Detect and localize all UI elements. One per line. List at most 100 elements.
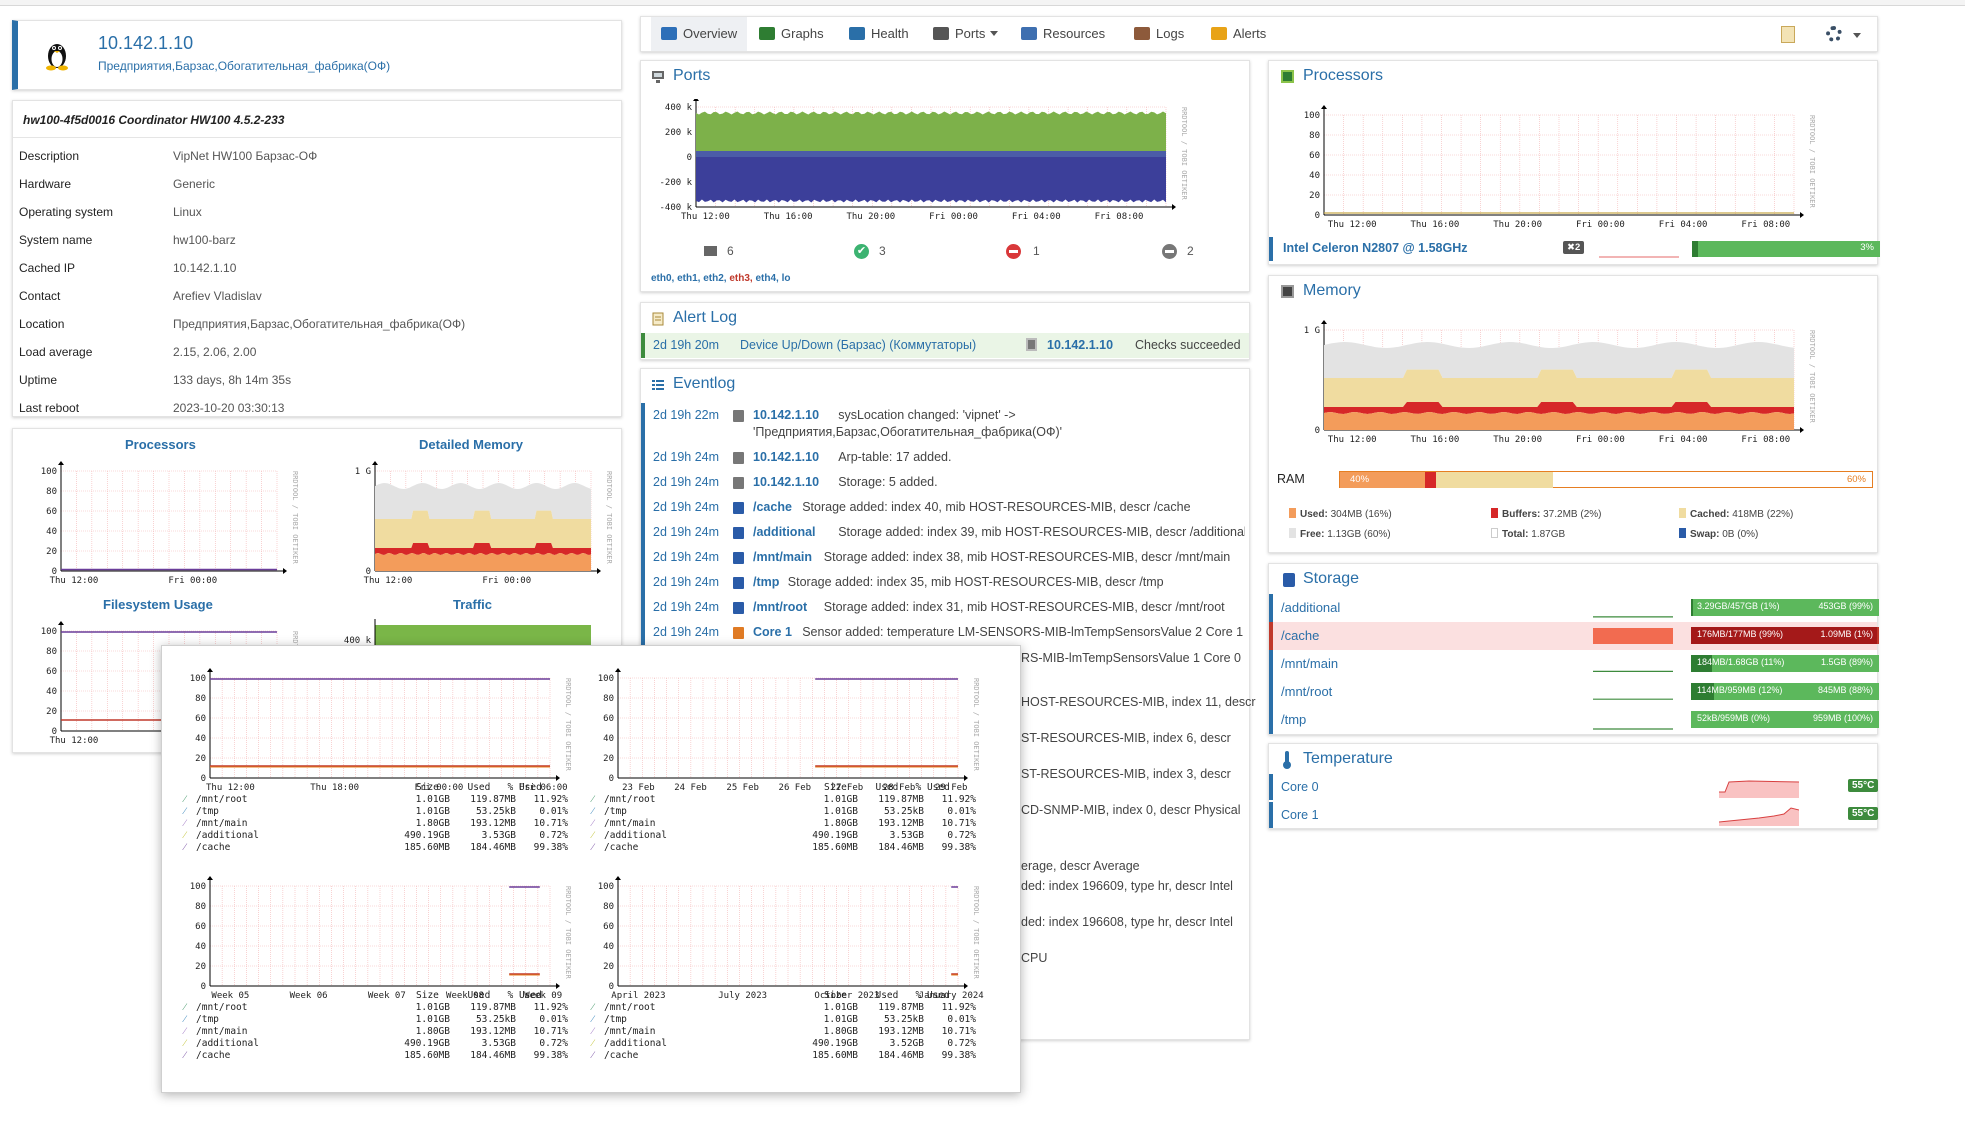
storage-name[interactable]: /cache (1281, 628, 1320, 643)
alert-log-row[interactable]: 2d 19h 20m Device Up/Down (Барзас) (Комм… (641, 333, 1249, 358)
event-entity[interactable]: 10.142.1.10 (753, 475, 820, 489)
port-link-eth0[interactable]: eth0, (651, 273, 678, 284)
storage-row[interactable]: /mnt/root 114MB/959MB (12%) 845MB (88%) (1269, 678, 1879, 706)
processors-graph-grid: 100 80 60 40 20 0 Thu 12:00 Thu 16:00 Thu 20:00 F… (1304, 105, 1816, 230)
storage-usage-fill (1691, 683, 1714, 700)
mini-processors-title[interactable]: Processors (125, 437, 196, 452)
temperature-title[interactable]: Temperature (1303, 750, 1393, 767)
cpu-row[interactable]: Intel Celeron N2807 @ 1.58GHz ✖2 3% (1269, 237, 1880, 261)
fs-pct: 0.72% (947, 1038, 976, 1049)
storage-row[interactable]: /additional 3.29GB/457GB (1%) 453GB (99%) (1269, 594, 1879, 622)
x-tick: 27 Feb (831, 783, 864, 793)
notes-icon[interactable] (1781, 26, 1795, 43)
memory-graph[interactable]: 1 G 0 Thu 12:00 Thu 16:00 Thu 20:00 Fri 00:00… (1269, 306, 1877, 446)
storage-row[interactable]: /tmp 52kB/959MB (0%) 959MB (100%) (1269, 706, 1879, 734)
storage-name[interactable]: /tmp (1281, 712, 1307, 727)
storage-row[interactable]: /mnt/main 184MB/1.68GB (11%) 1.5GB (89%) (1269, 650, 1879, 678)
device-location[interactable]: Предприятия,Барзас,Обогатительная_фабрик… (98, 59, 391, 73)
y-tick: 80 (1309, 131, 1320, 141)
eventlog-row[interactable]: 2d 19h 22m 10.142.1.10 sysLocation changed… (653, 407, 1245, 425)
tab-ports[interactable]: Ports (933, 17, 999, 51)
rrd-watermark: RRDTOOL / TOBI OETIKER (564, 678, 572, 772)
event-entity[interactable]: /cache (753, 500, 792, 514)
storage-row[interactable]: /cache 176MB/177MB (99%) 1.09MB (1%) (1269, 622, 1879, 650)
processors-graph[interactable]: 100 80 60 40 20 0 Thu 12:00 Thu 16:00 Thu 20:00 F… (1269, 91, 1877, 231)
event-entity[interactable]: /tmp (753, 575, 780, 589)
eventlog-title[interactable]: Eventlog (673, 375, 736, 392)
rrd-watermark: RRDTOOL / TOBI OETIKER (291, 471, 299, 565)
tab-logs[interactable]: Logs (1134, 17, 1184, 51)
eventlog-row[interactable]: 2d 19h 24m 10.142.1.10 Storage: 5 added. (653, 474, 1245, 492)
ram-usage-bar[interactable]: 40% 60% (1339, 471, 1873, 488)
event-entity[interactable]: /additional (753, 525, 816, 539)
popup-graph-2: 100 80 60 40 20 0 23 Feb 24 Feb 25 Feb 26 Feb 27 F… (598, 668, 980, 793)
ports-disabled-count[interactable]: 2 (1187, 244, 1194, 258)
sensor-name[interactable]: Core 1 (1281, 808, 1319, 822)
port-link-lo[interactable]: lo (781, 273, 791, 284)
event-entity[interactable]: Core 1 (753, 625, 792, 639)
ports-down-count[interactable]: 1 (1033, 244, 1040, 258)
y-tick: 200 k (665, 128, 693, 138)
eventlog-row[interactable]: 2d 19h 24m 10.142.1.10 Arp-table: 17 added… (653, 449, 1245, 467)
temperature-row[interactable]: Core 1 55°C (1269, 802, 1879, 828)
popup-table-row: ⁄ /mnt/main 1.80GB 193.12MB 10.71% (592, 818, 987, 830)
eventlog-row[interactable]: 'Предприятия,Барзас,Обогатительная_фабри… (653, 424, 1245, 442)
fs-pct: 99.38% (941, 1050, 976, 1061)
tab-alerts[interactable]: Alerts (1211, 17, 1266, 51)
eventlog-row[interactable]: 2d 19h 24m/mnt/root Storage added: index … (653, 599, 1245, 617)
eventlog-row[interactable]: 2d 19h 24m/mnt/main Storage added: index … (653, 549, 1245, 567)
x-tick: Thu 16:00 (1411, 220, 1460, 230)
fs-used: 53.25kB (475, 806, 516, 817)
sensor-name[interactable]: Core 0 (1281, 780, 1319, 794)
eventlog-row[interactable]: 2d 19h 24m/cache Storage added: index 40,… (653, 499, 1245, 517)
cpu-name[interactable]: Intel Celeron N2807 @ 1.58GHz (1283, 241, 1468, 255)
settings-gear-icon[interactable] (1826, 26, 1842, 42)
fs-used: 119.87MB (878, 1002, 924, 1013)
mini-filesystem-title[interactable]: Filesystem Usage (103, 597, 213, 612)
alert-name[interactable]: Device Up/Down (Барзас) (Коммутаторы) (740, 338, 977, 352)
storage-name[interactable]: /additional (1281, 600, 1341, 615)
y-tick: 100 (598, 674, 614, 684)
y-tick: 0 (52, 727, 57, 737)
fs-pct: 0.72% (947, 830, 976, 841)
port-link-eth3[interactable]: eth3, (729, 273, 756, 284)
tab-overview[interactable]: Overview (651, 17, 748, 51)
tab-health[interactable]: Health (849, 17, 909, 51)
port-link-eth1[interactable]: eth1, (677, 273, 704, 284)
memory-panel: Memory 1 G 0 Thu 12:00 Thu 16:00 Thu 20:00 Fr… (1268, 275, 1878, 553)
tab-resources[interactable]: Resources (1021, 17, 1105, 51)
ports-up-count[interactable]: 3 (879, 244, 886, 258)
fs-pct: 11.92% (941, 1002, 976, 1013)
port-link-eth4[interactable]: eth4, (755, 273, 782, 284)
tab-graphs[interactable]: Graphs (759, 17, 824, 51)
alert-age: 2d 19h 20m (653, 338, 720, 352)
ports-total-count[interactable]: 6 (727, 244, 734, 258)
port-link-eth2[interactable]: eth2, (703, 273, 730, 284)
memory-title[interactable]: Memory (1303, 282, 1361, 299)
temperature-row[interactable]: Core 0 55°C (1269, 774, 1879, 800)
eventlog-row[interactable]: 2d 19h 24m Core 1 Sensor added: temperatur… (653, 624, 1245, 642)
storage-title[interactable]: Storage (1303, 570, 1360, 587)
processors-title[interactable]: Processors (1303, 67, 1384, 84)
alert-log-title[interactable]: Alert Log (673, 309, 738, 326)
chevron-down-icon[interactable] (1853, 33, 1861, 38)
ports-title[interactable]: Ports (673, 67, 711, 84)
mini-memory-title[interactable]: Detailed Memory (419, 437, 524, 452)
alert-entity[interactable]: 10.142.1.10 (1047, 338, 1114, 352)
event-entity[interactable]: /mnt/main (753, 550, 813, 564)
storage-name[interactable]: /mnt/root (1281, 684, 1333, 699)
event-entity[interactable]: 10.142.1.10 (753, 408, 820, 422)
y-tick: 400 k (665, 103, 693, 113)
mini-traffic-title[interactable]: Traffic (453, 597, 493, 612)
fs-used: 184.46MB (470, 842, 516, 853)
eventlog-row[interactable]: 2d 19h 24m/tmp Storage added: index 35, m… (653, 574, 1245, 592)
event-entity[interactable]: /mnt/root (753, 600, 808, 614)
event-entity[interactable]: 10.142.1.10 (753, 450, 820, 464)
eventlog-row[interactable]: 2d 19h 24m/additional Storage added: inde… (653, 524, 1245, 542)
device-hostname[interactable]: 10.142.1.10 (98, 33, 194, 53)
storage-name[interactable]: /mnt/main (1281, 656, 1339, 671)
overview-row: Cached IP 10.142.1.10 (13, 255, 621, 281)
fs-pct: 0.01% (947, 806, 976, 817)
